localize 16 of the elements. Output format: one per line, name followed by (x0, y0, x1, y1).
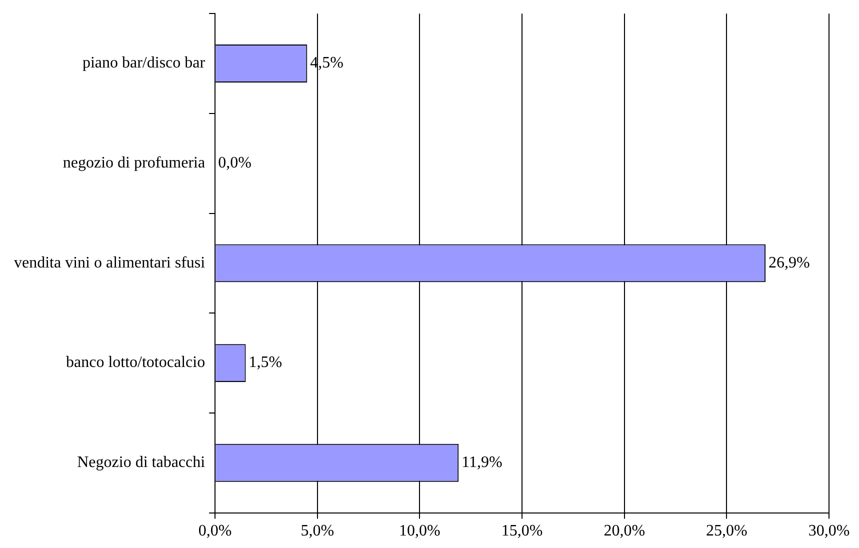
x-tick-label: 20,0% (604, 522, 646, 540)
y-tick-label: vendita vini o alimentari sfusi (14, 254, 206, 272)
x-tick-label: 30,0% (808, 522, 850, 540)
data-label: 11,9% (462, 454, 502, 472)
x-tick-label: 5,0% (300, 522, 334, 540)
y-tick-label: negozio di profumeria (62, 154, 206, 172)
y-tick-label: Negozio di tabacchi (77, 454, 206, 472)
data-label: 1,5% (248, 354, 282, 372)
data-label: 26,9% (768, 254, 810, 272)
x-tick-label: 15,0% (501, 522, 543, 540)
data-label: 0,0% (218, 154, 252, 172)
y-tick-label: banco lotto/totocalcio (66, 354, 206, 372)
y-tick-label: piano bar/disco bar (82, 54, 206, 72)
x-tick-label: 25,0% (706, 522, 748, 540)
x-tick-label: 10,0% (399, 522, 440, 540)
x-tick-label: 0,0% (198, 522, 232, 540)
